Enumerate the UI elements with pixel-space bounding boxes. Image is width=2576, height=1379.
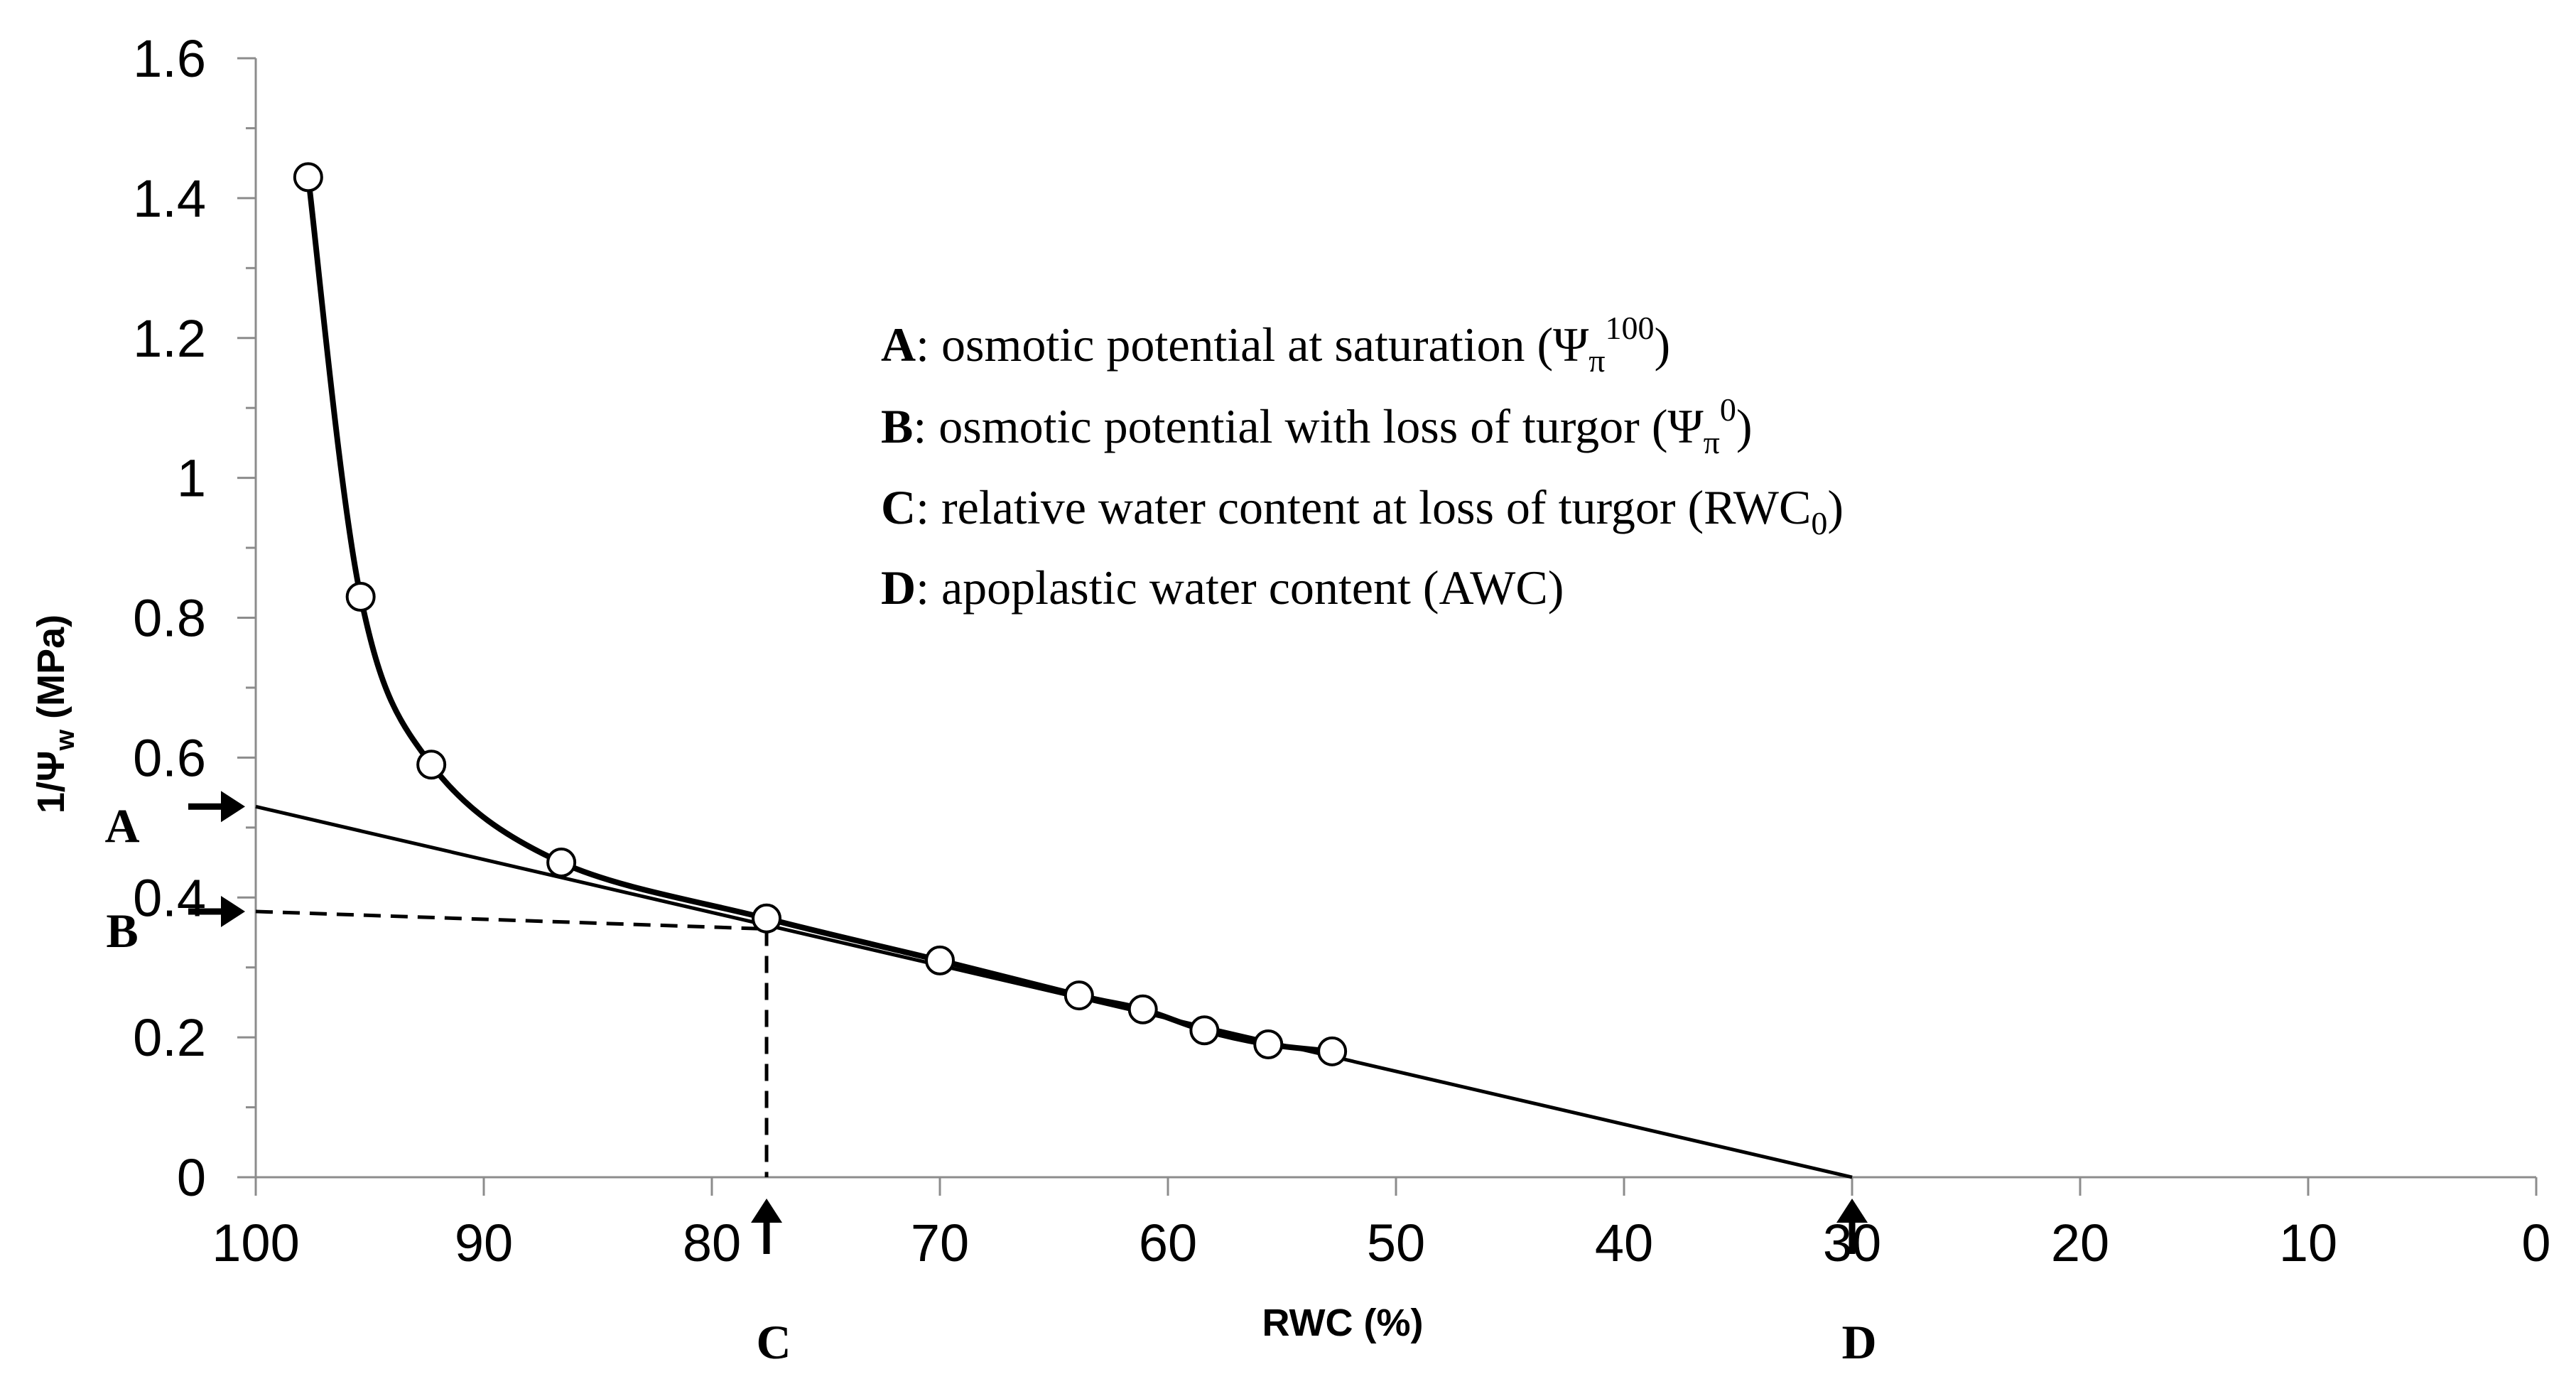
legend-entry-a: A: osmotic potential at saturation (Ψπ10… [881,310,1670,379]
y-tick-label: 1.6 [133,29,206,88]
arrow-icon [751,1199,783,1254]
data-point [1317,1036,1348,1066]
data-point [1064,980,1094,1011]
y-tick-label: 1 [177,449,206,508]
x-tick-label: 100 [212,1213,299,1272]
data-point [345,581,376,612]
x-tick-label: 70 [911,1213,969,1272]
marker-letter-b: B [106,904,138,958]
y-tick-label: 0 [177,1148,206,1207]
data-point [546,848,577,878]
y-tick-label: 1.4 [133,169,206,228]
x-tick-label: 10 [2279,1213,2337,1272]
data-point [1253,1029,1284,1059]
x-axis-title: RWC (%) [1262,1302,1424,1344]
arrow-head [1836,1199,1868,1223]
data-point [416,750,447,780]
x-tick-label: 90 [455,1213,513,1272]
y-tick-label: 0.4 [133,868,206,927]
marker-letter-a: A [104,799,139,853]
arrow-head [221,895,245,927]
legend-entry-c: C: relative water content at loss of tur… [881,480,1844,541]
y-axis-title: 1/Ψw (MPa) [30,615,80,813]
x-tick-label: 20 [2051,1213,2109,1272]
data-point [925,945,955,975]
x-tick-label: 0 [2521,1213,2550,1272]
marker-letter-c: C [756,1315,791,1369]
legend-entry-d: D: apoplastic water content (AWC) [881,561,1564,615]
legend: A: osmotic potential at saturation (Ψπ10… [881,310,1844,615]
x-tick-label: 60 [1139,1213,1197,1272]
data-point [1127,994,1158,1024]
arrow-head [221,791,245,823]
arrow-head [751,1199,783,1223]
arrow-icon [188,895,245,927]
data-point [1189,1015,1220,1046]
x-tick-label: 40 [1595,1213,1653,1272]
arrow-icon [188,791,245,823]
y-tick-label: 0.6 [133,728,206,787]
legend-entry-b: B: osmotic potential with loss of turgor… [881,391,1753,460]
chart-marks: AB C D [104,162,1877,1369]
marker-letter-d: D [1841,1315,1876,1369]
x-tick-label: 80 [683,1213,741,1272]
y-tick-label: 0.8 [133,589,206,648]
x-tick-label: 50 [1367,1213,1425,1272]
data-point [293,162,323,193]
arrow-icon [1836,1199,1868,1254]
y-tick-label: 0.2 [133,1008,206,1067]
dashed-line-b [255,909,767,931]
y-tick-label: 1.2 [133,309,206,368]
data-point [752,903,782,934]
